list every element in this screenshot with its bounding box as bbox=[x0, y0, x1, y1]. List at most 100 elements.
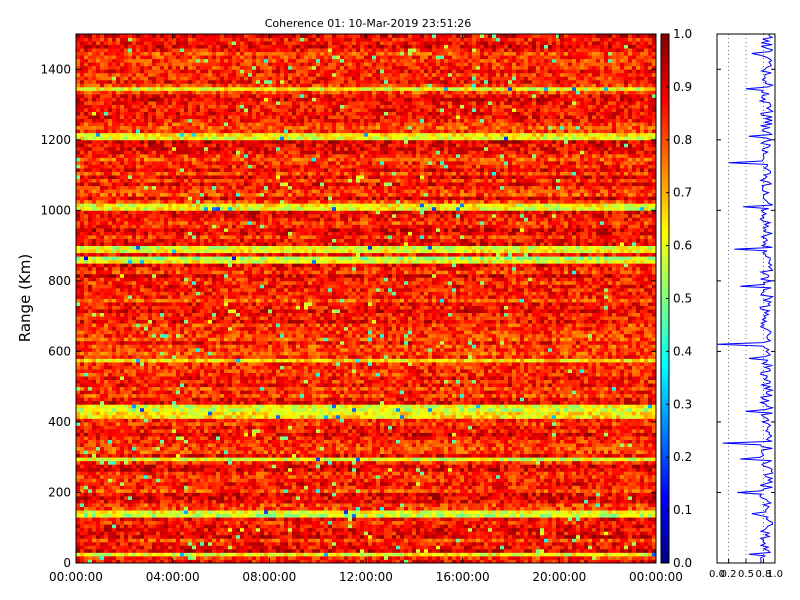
heatmap-cell bbox=[268, 531, 273, 536]
heatmap-cell bbox=[316, 457, 321, 462]
heatmap-cell bbox=[316, 478, 321, 483]
heatmap-cell bbox=[488, 481, 493, 486]
heatmap-cell bbox=[532, 492, 537, 497]
heatmap-cell bbox=[276, 464, 281, 469]
heatmap-cell bbox=[392, 474, 397, 479]
heatmap-cell bbox=[184, 460, 189, 465]
heatmap-cell bbox=[348, 503, 353, 507]
heatmap-cell bbox=[612, 541, 617, 546]
heatmap-cell bbox=[556, 492, 561, 497]
heatmap-cell bbox=[220, 485, 225, 490]
heatmap-cell bbox=[152, 460, 157, 465]
heatmap-cell bbox=[188, 506, 193, 511]
heatmap-cell bbox=[112, 513, 117, 518]
heatmap-cell bbox=[488, 446, 493, 451]
heatmap-cell bbox=[588, 534, 593, 539]
heatmap-cell bbox=[272, 450, 277, 455]
heatmap-cell bbox=[108, 474, 113, 479]
heatmap-cell bbox=[600, 481, 605, 486]
heatmap-cell bbox=[576, 548, 581, 553]
heatmap-cell bbox=[244, 481, 249, 486]
heatmap-cell bbox=[644, 467, 649, 472]
heatmap-cell bbox=[280, 443, 285, 448]
heatmap-cell bbox=[336, 439, 341, 444]
heatmap-cell bbox=[104, 481, 109, 486]
heatmap-cell bbox=[124, 446, 129, 451]
heatmap-cell bbox=[308, 559, 313, 564]
heatmap-cell bbox=[256, 481, 261, 486]
heatmap-cell bbox=[536, 488, 541, 493]
heatmap-cell bbox=[304, 541, 309, 546]
heatmap-cell bbox=[428, 443, 433, 448]
heatmap-cell bbox=[288, 527, 293, 532]
heatmap-cell bbox=[472, 541, 477, 546]
heatmap-cell bbox=[468, 492, 473, 497]
heatmap-cell bbox=[292, 481, 297, 486]
heatmap-cell bbox=[624, 510, 629, 515]
heatmap-cell bbox=[428, 531, 433, 536]
heatmap-cell bbox=[572, 464, 577, 469]
heatmap-cell bbox=[420, 457, 425, 462]
heatmap-cell bbox=[252, 541, 257, 546]
heatmap-cell bbox=[308, 552, 313, 557]
heatmap-cell bbox=[388, 517, 393, 522]
heatmap-cell bbox=[316, 520, 321, 525]
heatmap-cell bbox=[576, 510, 581, 515]
heatmap-cell bbox=[104, 506, 109, 511]
heatmap-cell bbox=[412, 488, 417, 493]
heatmap-cell bbox=[340, 474, 345, 479]
heatmap-cell bbox=[84, 524, 89, 529]
heatmap-cell bbox=[620, 552, 625, 557]
heatmap-cell bbox=[568, 471, 573, 476]
heatmap-cell bbox=[232, 439, 237, 444]
heatmap-cell bbox=[316, 510, 321, 515]
heatmap-cell bbox=[248, 488, 253, 493]
heatmap-cell bbox=[272, 548, 277, 553]
heatmap-cell bbox=[432, 506, 437, 511]
heatmap-cell bbox=[76, 531, 81, 536]
heatmap-cell bbox=[224, 531, 229, 536]
heatmap-cell bbox=[616, 495, 621, 500]
heatmap-cell bbox=[168, 527, 173, 532]
heatmap-cell bbox=[200, 499, 205, 504]
heatmap-cell bbox=[116, 471, 121, 476]
heatmap-cell bbox=[596, 488, 601, 493]
heatmap-cell bbox=[128, 555, 133, 560]
heatmap-cell bbox=[460, 492, 465, 497]
heatmap-cell bbox=[152, 492, 157, 497]
heatmap-cell bbox=[592, 499, 597, 504]
heatmap-cell bbox=[328, 520, 333, 525]
heatmap-cell bbox=[148, 552, 153, 557]
heatmap-cell bbox=[340, 471, 345, 476]
heatmap-cell bbox=[512, 450, 517, 455]
heatmap-cell bbox=[552, 510, 557, 515]
heatmap-cell bbox=[452, 471, 457, 476]
heatmap-cell bbox=[552, 485, 557, 490]
heatmap-cell bbox=[296, 527, 301, 532]
heatmap-cell bbox=[512, 552, 517, 557]
heatmap-cell bbox=[188, 517, 193, 522]
heatmap-cell bbox=[592, 478, 597, 483]
heatmap-cell bbox=[484, 450, 489, 455]
heatmap-cell bbox=[364, 460, 369, 465]
heatmap-cell bbox=[312, 450, 317, 455]
heatmap-cell bbox=[644, 506, 649, 511]
heatmap-cell bbox=[436, 485, 441, 490]
heatmap-cell bbox=[408, 464, 413, 469]
heatmap-cell bbox=[436, 527, 441, 532]
heatmap-cell bbox=[388, 531, 393, 536]
heatmap-cell bbox=[340, 499, 345, 504]
heatmap-cell bbox=[312, 520, 317, 525]
heatmap-cell bbox=[368, 471, 373, 476]
heatmap-cell bbox=[500, 513, 505, 518]
heatmap-cell bbox=[208, 527, 213, 532]
heatmap-cell bbox=[92, 517, 97, 522]
heatmap-cell bbox=[316, 485, 321, 490]
heatmap-cell bbox=[376, 446, 381, 451]
heatmap-cell bbox=[296, 481, 301, 486]
heatmap-cell bbox=[476, 453, 481, 458]
heatmap-cell bbox=[400, 488, 405, 493]
heatmap-cell bbox=[396, 464, 401, 469]
heatmap-cell bbox=[636, 492, 641, 497]
heatmap-cell bbox=[504, 474, 509, 479]
